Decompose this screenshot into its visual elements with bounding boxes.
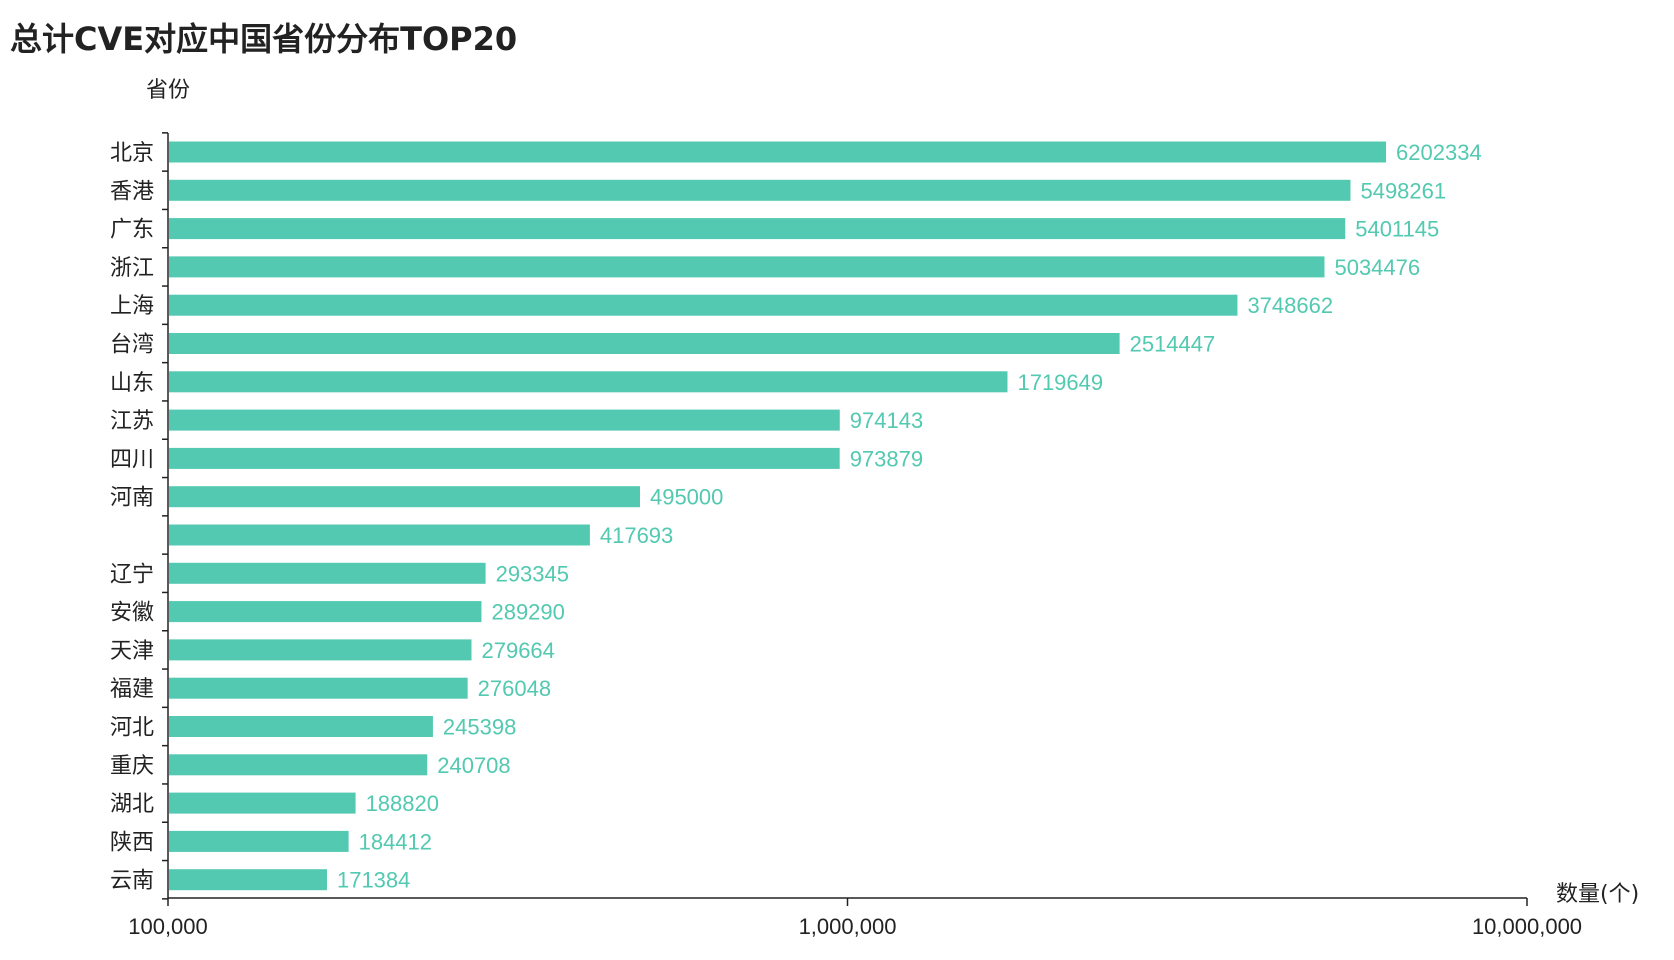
bar	[169, 294, 1238, 316]
bar	[169, 409, 840, 431]
category-label: 浙江	[110, 256, 154, 281]
bar	[169, 639, 472, 661]
category-label: 河北	[110, 716, 154, 741]
category-label: 云南	[110, 869, 154, 894]
category-label: 福建	[110, 677, 154, 702]
chart-title: 总计CVE对应中国省份分布TOP20	[10, 20, 517, 58]
bar	[169, 447, 840, 469]
bar	[169, 754, 428, 776]
bar	[169, 830, 349, 852]
category-label: 四川	[110, 447, 154, 472]
data-label: 3748662	[1247, 293, 1333, 318]
category-label: 北京	[110, 141, 154, 166]
data-label: 5034476	[1334, 255, 1420, 280]
data-label: 279664	[481, 638, 554, 663]
category-label: 香港	[110, 179, 154, 204]
category-label: 陕西	[110, 830, 154, 855]
category-label: 河南	[110, 486, 154, 511]
x-axis-name: 数量(个)	[1556, 882, 1639, 907]
category-label: 重庆	[110, 754, 154, 779]
data-label: 2514447	[1130, 332, 1216, 357]
bar	[169, 371, 1008, 393]
x-tick-label: 10,000,000	[1472, 914, 1582, 939]
category-label: 广东	[110, 218, 154, 243]
data-label: 293345	[496, 561, 569, 586]
category-label: 辽宁	[110, 562, 154, 587]
x-tick-label: 1,000,000	[799, 914, 897, 939]
data-label: 245398	[443, 715, 516, 740]
bar	[169, 869, 327, 891]
data-label: 171384	[337, 868, 410, 893]
bar	[169, 562, 486, 584]
category-label: 台湾	[110, 333, 154, 358]
plot-area: 100,000 1,000,000 10,000,000 北京 6202334 香港 549…	[110, 132, 1582, 939]
category-label: 安徽	[110, 601, 154, 626]
data-label: 5401145	[1355, 217, 1439, 242]
data-label: 417693	[600, 523, 673, 548]
bar	[169, 601, 482, 623]
category-label: 山东	[110, 371, 154, 396]
bar	[169, 524, 590, 546]
category-label: 湖北	[110, 792, 154, 817]
data-label: 276048	[478, 676, 551, 701]
category-label: 上海	[110, 294, 154, 319]
data-label: 974143	[850, 408, 923, 433]
bar	[169, 179, 1351, 201]
data-label: 5498261	[1360, 178, 1446, 203]
data-label: 495000	[650, 485, 723, 510]
bar	[169, 677, 468, 699]
data-label: 184412	[359, 829, 432, 854]
category-label: 天津	[110, 639, 154, 664]
bar	[169, 333, 1120, 354]
bar	[169, 141, 1387, 163]
x-tick-label: 100,000	[128, 914, 208, 939]
y-axis-name: 省份	[146, 78, 190, 103]
data-label: 240708	[437, 753, 510, 778]
category-label: 江苏	[110, 409, 154, 434]
data-label: 6202334	[1396, 140, 1482, 165]
data-label: 973879	[850, 446, 923, 471]
bar	[169, 486, 640, 508]
bar	[169, 716, 433, 737]
bar	[169, 792, 356, 814]
bar	[169, 218, 1346, 240]
data-label: 188820	[366, 791, 439, 816]
data-label: 1719649	[1017, 370, 1103, 395]
bar	[169, 256, 1325, 278]
data-label: 289290	[491, 600, 564, 625]
